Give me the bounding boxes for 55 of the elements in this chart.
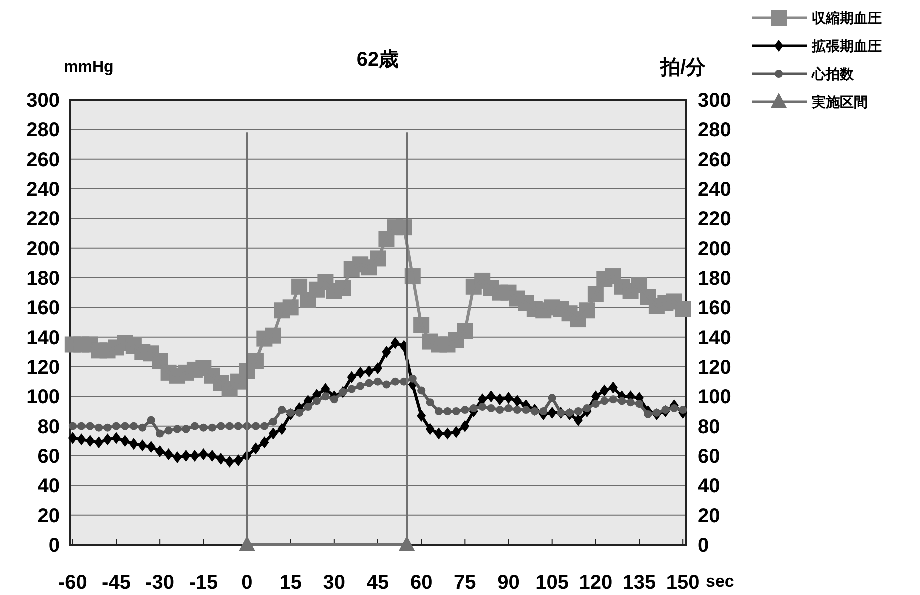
legend-label: 拡張期血圧 — [811, 38, 882, 54]
y2-tick-label: 160 — [698, 298, 732, 320]
legend-label: 心拍数 — [811, 66, 855, 82]
y-tick-label: 240 — [26, 179, 60, 201]
y2-tick-label: 220 — [698, 208, 732, 231]
x-axis-title: sec — [706, 572, 734, 591]
y-tick-label: 60 — [38, 446, 60, 468]
y2-tick-label: 0 — [698, 535, 710, 557]
y-axis-title: mmHg — [64, 59, 114, 76]
y2-tick-label: 280 — [698, 120, 732, 142]
y-tick-label: 80 — [38, 416, 60, 438]
chart-title: 62歳 — [356, 49, 400, 71]
y2-tick-label: 60 — [698, 446, 720, 468]
y-tick-label: 160 — [26, 298, 60, 320]
y2-tick-label: 20 — [698, 505, 720, 528]
x-tick-label: 135 — [622, 572, 656, 594]
x-tick-label: 120 — [579, 572, 613, 594]
y-tick-label: 120 — [26, 357, 60, 379]
y-tick-label: 260 — [26, 149, 60, 172]
y-tick-label: 40 — [38, 476, 60, 498]
x-tick-label: 90 — [498, 572, 520, 594]
x-tick-label: 0 — [242, 572, 253, 594]
x-tick-label: -45 — [102, 572, 131, 594]
y-tick-label: 220 — [26, 208, 60, 231]
x-tick-label: 30 — [323, 572, 346, 594]
x-tick-label: 45 — [366, 572, 390, 594]
y2-tick-label: 120 — [698, 357, 732, 379]
legend-label: 実施区間 — [812, 94, 868, 110]
y2-axis-title: 拍/分 — [659, 57, 707, 79]
legend-label: 収縮期血圧 — [812, 10, 882, 26]
y-tick-label: 280 — [26, 120, 60, 142]
y2-tick-label: 140 — [698, 327, 732, 350]
y2-tick-label: 80 — [698, 416, 720, 438]
y-tick-label: 300 — [26, 90, 60, 112]
y2-tick-label: 200 — [698, 238, 732, 260]
x-tick-label: 75 — [454, 572, 476, 594]
y2-tick-label: 260 — [698, 149, 732, 172]
y2-tick-label: 180 — [698, 268, 732, 290]
y-tick-label: 200 — [26, 238, 60, 260]
y2-tick-label: 240 — [698, 179, 732, 201]
y-tick-label: 0 — [48, 535, 60, 557]
x-tick-label: 15 — [280, 572, 302, 594]
y-tick-label: 180 — [26, 268, 60, 290]
y2-tick-label: 300 — [698, 90, 732, 112]
y-tick-label: 20 — [38, 505, 60, 528]
y2-tick-label: 40 — [698, 476, 720, 498]
y2-tick-label: 100 — [698, 386, 732, 409]
x-tick-label: 105 — [536, 572, 570, 594]
x-tick-label: -60 — [58, 572, 88, 594]
y-tick-label: 100 — [26, 386, 60, 409]
x-tick-label: -30 — [146, 572, 175, 594]
x-tick-label: 150 — [666, 572, 700, 594]
y-tick-label: 140 — [26, 327, 60, 350]
x-tick-label: -15 — [189, 572, 218, 594]
x-tick-label: 60 — [410, 572, 433, 594]
